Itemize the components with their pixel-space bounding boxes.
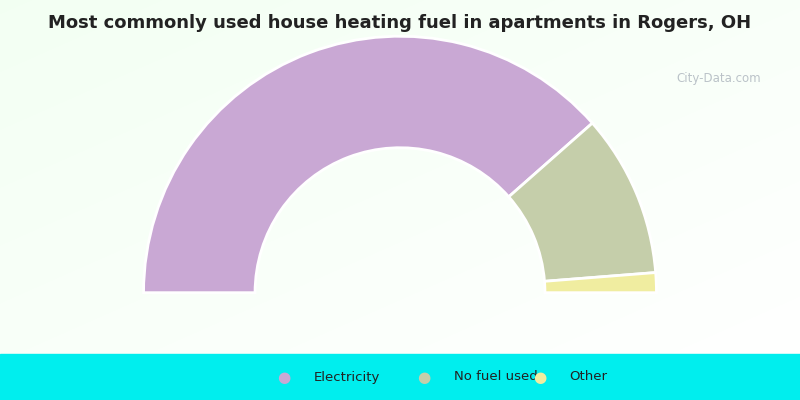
Text: No fuel used: No fuel used <box>454 370 538 384</box>
Text: City-Data.com: City-Data.com <box>676 72 761 85</box>
Text: ●: ● <box>534 370 546 384</box>
Wedge shape <box>143 36 592 293</box>
Bar <box>0 354 800 400</box>
Text: ●: ● <box>418 370 430 384</box>
Text: Most commonly used house heating fuel in apartments in Rogers, OH: Most commonly used house heating fuel in… <box>49 14 751 32</box>
Wedge shape <box>545 272 657 293</box>
Text: Other: Other <box>570 370 608 384</box>
Text: Electricity: Electricity <box>314 370 380 384</box>
Text: ●: ● <box>278 370 290 384</box>
Wedge shape <box>509 123 656 281</box>
